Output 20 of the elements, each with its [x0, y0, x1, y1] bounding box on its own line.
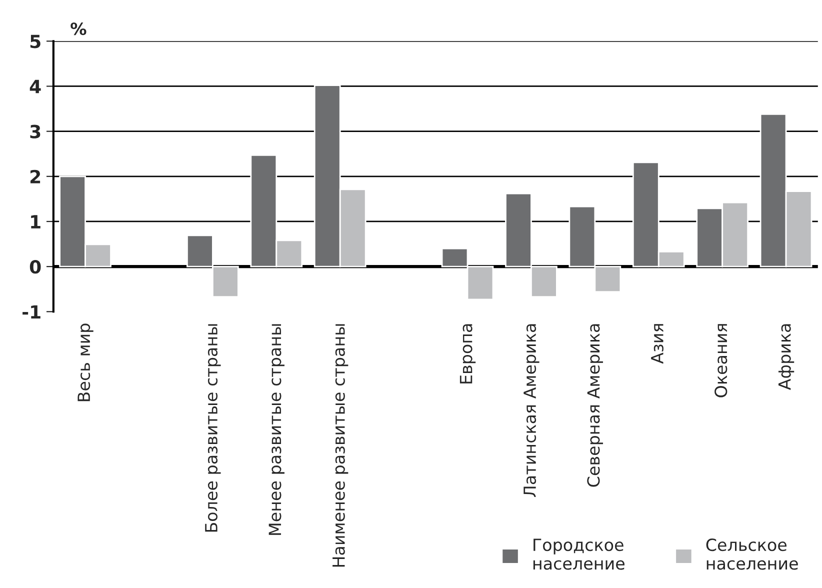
- x-tick-label: Латинская Америка: [524, 324, 540, 497]
- x-tick-label: Весь мир: [78, 324, 94, 402]
- y-tick-label: 5: [30, 34, 40, 48]
- y-tick-label: 1: [31, 215, 40, 228]
- y-tick-label: 3: [30, 124, 40, 138]
- x-tick-label: Океания: [714, 324, 728, 398]
- y-tick-label: 0: [30, 260, 41, 274]
- y-tick-label: 2: [30, 170, 40, 184]
- y-tick-label: -1: [22, 305, 40, 318]
- legend-label: Городское население: [533, 538, 624, 570]
- y-axis-title: %: [70, 22, 86, 36]
- x-tick-label: Наименее развитые страны: [332, 324, 348, 567]
- x-tick-label: Более развитые страны: [205, 324, 221, 532]
- x-tick-label: Северная Америка: [587, 324, 603, 487]
- legend-label: Сельское население: [706, 538, 798, 570]
- y-tick-label: 4: [30, 80, 41, 94]
- x-tick-label: Менее развитые страны: [268, 324, 284, 535]
- x-tick-label: Европа: [460, 324, 476, 384]
- x-tick-label: Азия: [651, 324, 664, 364]
- x-tick-label: Африка: [778, 324, 794, 390]
